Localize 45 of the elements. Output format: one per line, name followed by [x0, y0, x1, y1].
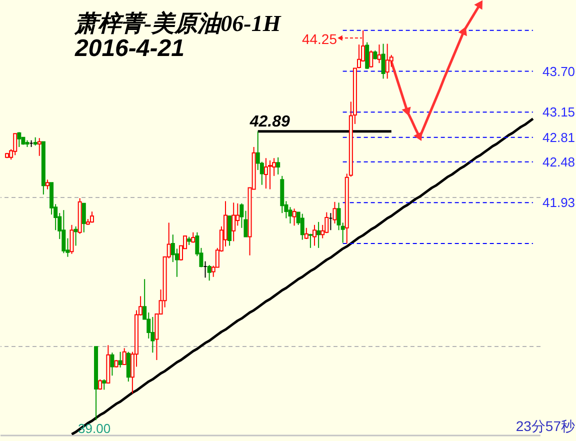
- candlestick: [17, 132, 22, 148]
- candlestick: [62, 210, 66, 254]
- point: [458, 26, 467, 36]
- y-tick-label: 42.48: [542, 154, 576, 170]
- annotation: 39.00: [78, 421, 111, 436]
- candlestick: [110, 352, 114, 376]
- candlestick: [276, 156, 280, 175]
- candlestick: [70, 224, 74, 254]
- y-tick-label: 41.93: [542, 195, 576, 210]
- candlestick: [312, 224, 317, 246]
- point: [402, 106, 411, 116]
- candlestick: [365, 42, 370, 70]
- annotation: 42.89: [248, 113, 290, 130]
- candlestick: [300, 213, 304, 240]
- text: 2016-4-21: [74, 35, 184, 62]
- candlestick: [377, 44, 382, 64]
- candlestick: [207, 264, 212, 282]
- candlestick: [13, 133, 18, 156]
- candlestick: [268, 160, 272, 190]
- annotation: 44.25: [302, 31, 338, 47]
- y-tick-label: 42.81: [542, 130, 576, 145]
- annotation: 23分57秒: [516, 418, 575, 434]
- candlestick: [292, 208, 296, 226]
- y-tick-label: 43.70: [542, 64, 576, 79]
- candlestick: [102, 378, 106, 390]
- point: [414, 132, 422, 142]
- text: 萧梓菁-美原油06-1H: [74, 10, 282, 36]
- candlestick: [381, 43, 386, 80]
- point: [474, 0, 483, 10]
- candlestick: [118, 351, 122, 368]
- candlestick: [369, 50, 374, 68]
- candlestick: [332, 201, 337, 224]
- candlestick: [308, 233, 312, 248]
- candlestick: [232, 202, 236, 242]
- candlestick: [45, 179, 50, 190]
- candlestick: [150, 316, 155, 354]
- candlestick: [126, 351, 130, 382]
- candlestick: [264, 158, 268, 190]
- candlestick: [74, 226, 78, 246]
- candlestick: [82, 202, 86, 233]
- candlestick: [37, 138, 42, 156]
- candlestick: [122, 348, 126, 365]
- y-tick-label: 43.15: [542, 104, 576, 120]
- candlestick: [316, 221, 321, 248]
- candlestick: [385, 43, 390, 80]
